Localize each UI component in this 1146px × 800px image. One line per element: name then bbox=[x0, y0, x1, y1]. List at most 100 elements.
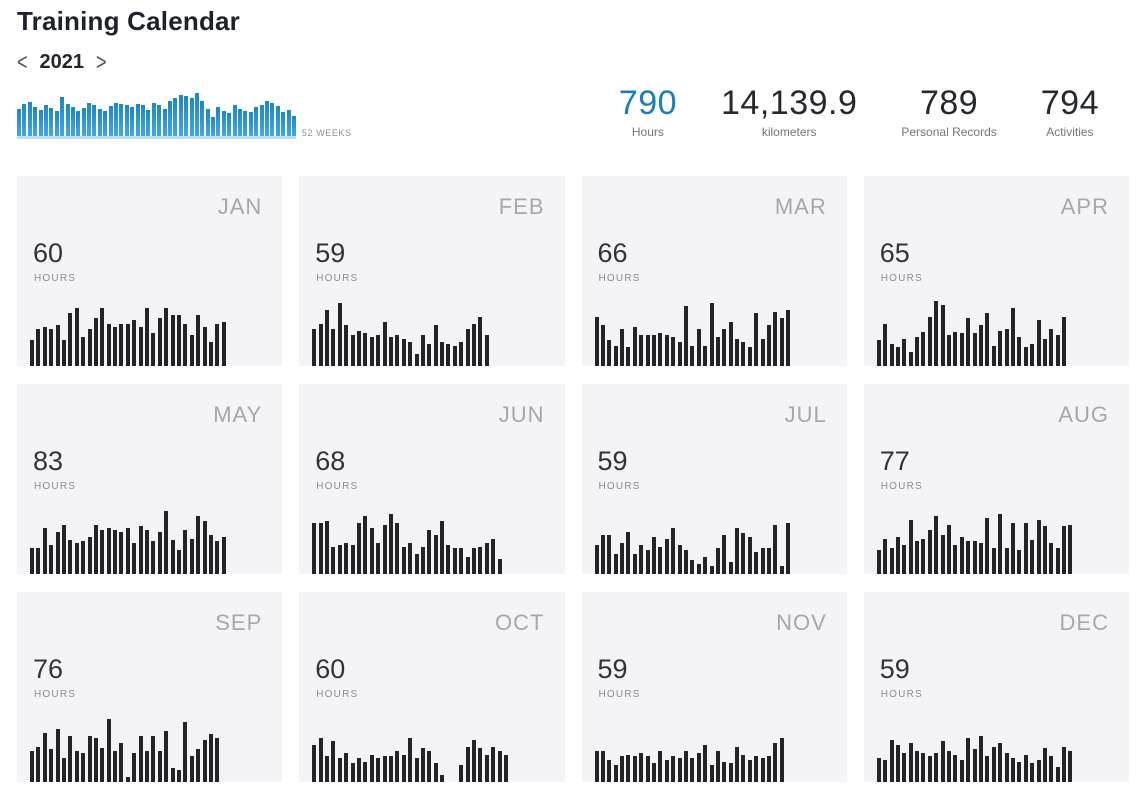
chart-bar bbox=[664, 760, 669, 782]
chart-bar bbox=[401, 754, 406, 782]
chart-bar bbox=[472, 323, 477, 366]
chart-bar bbox=[42, 326, 47, 366]
chart-bar bbox=[966, 318, 971, 366]
chart-bar bbox=[76, 110, 81, 136]
month-card-nov[interactable]: NOV 59 HOURS bbox=[581, 592, 847, 782]
month-card-sep[interactable]: SEP 76 HOURS bbox=[17, 592, 283, 782]
chart-bar bbox=[356, 330, 361, 366]
month-daily-chart bbox=[594, 714, 784, 782]
chart-bar bbox=[934, 753, 939, 782]
month-card-oct[interactable]: OCT 60 HOURS bbox=[299, 592, 565, 782]
stat-label: Hours bbox=[631, 125, 664, 139]
chevron-left-icon[interactable]: < bbox=[17, 48, 28, 76]
month-card-feb[interactable]: FEB 59 HOURS bbox=[299, 176, 565, 366]
chart-bar bbox=[639, 545, 644, 574]
chart-bar bbox=[194, 92, 199, 136]
chart-bar bbox=[947, 335, 952, 366]
month-card-mar[interactable]: MAR 66 HOURS bbox=[581, 176, 847, 366]
chart-bar bbox=[876, 550, 881, 574]
chart-bar bbox=[703, 557, 708, 574]
chart-bar bbox=[786, 523, 791, 574]
chart-bar bbox=[735, 527, 740, 574]
chart-bar bbox=[607, 760, 612, 782]
chart-bar bbox=[632, 553, 637, 574]
chart-bar bbox=[232, 105, 237, 136]
month-hours-value: 59 bbox=[315, 238, 346, 268]
chart-bar bbox=[221, 321, 226, 366]
chart-bar bbox=[683, 550, 688, 574]
chart-bar bbox=[677, 342, 682, 366]
chart-bar bbox=[264, 100, 269, 136]
month-card-apr[interactable]: APR 65 HOURS bbox=[863, 176, 1129, 366]
month-card-jan[interactable]: JAN 60 HOURS bbox=[17, 176, 283, 366]
chart-bar bbox=[42, 527, 47, 574]
chart-bar bbox=[1055, 335, 1060, 366]
chart-bar bbox=[1030, 344, 1035, 366]
chart-bar bbox=[146, 109, 151, 136]
chart-bar bbox=[620, 756, 625, 782]
chart-bar bbox=[100, 748, 105, 782]
chart-bar bbox=[632, 756, 637, 782]
chart-bar bbox=[953, 545, 958, 574]
chart-bar bbox=[735, 746, 740, 782]
stat-hours: 790 Hours bbox=[619, 84, 677, 139]
month-hours-value: 59 bbox=[879, 654, 910, 684]
chart-bar bbox=[991, 345, 996, 366]
chart-bar bbox=[325, 310, 330, 366]
chart-bar bbox=[189, 335, 194, 366]
chart-bar bbox=[658, 546, 663, 574]
chart-bar bbox=[478, 546, 483, 574]
stat-personal-records: 789 Personal Records bbox=[901, 84, 996, 139]
month-card-aug[interactable]: AUG 77 HOURS bbox=[863, 384, 1129, 574]
chart-bar bbox=[100, 308, 105, 366]
chart-bar bbox=[157, 751, 162, 782]
chart-bar bbox=[773, 311, 778, 366]
chart-bar bbox=[895, 536, 900, 574]
chart-bar bbox=[196, 516, 201, 574]
month-card-dec[interactable]: DEC 59 HOURS bbox=[863, 592, 1129, 782]
chart-bar bbox=[395, 523, 400, 574]
chart-bar bbox=[420, 748, 425, 782]
chart-bar bbox=[613, 345, 618, 366]
chart-bar bbox=[350, 335, 355, 366]
chart-bar bbox=[779, 565, 784, 574]
chart-bar bbox=[61, 340, 66, 366]
chart-bar bbox=[184, 96, 189, 136]
chart-bar bbox=[459, 342, 464, 366]
chart-bar bbox=[664, 538, 669, 574]
chart-bar bbox=[626, 531, 631, 574]
chart-bar bbox=[331, 741, 336, 782]
chart-bar bbox=[151, 541, 156, 574]
month-name: DEC bbox=[1059, 610, 1109, 635]
chart-bar bbox=[594, 317, 599, 366]
chart-bar bbox=[132, 543, 137, 574]
chart-bar bbox=[478, 748, 483, 782]
month-daily-chart bbox=[312, 298, 489, 366]
chart-bar bbox=[876, 758, 881, 782]
chart-bar bbox=[1004, 753, 1009, 782]
chart-bar bbox=[728, 561, 733, 574]
month-card-jun[interactable]: JUN 68 HOURS bbox=[299, 384, 565, 574]
month-card-may[interactable]: MAY 83 HOURS bbox=[17, 384, 283, 574]
chart-bar bbox=[178, 94, 183, 136]
chart-bar bbox=[55, 728, 60, 782]
chevron-right-icon[interactable]: > bbox=[96, 48, 107, 76]
chart-bar bbox=[350, 762, 355, 782]
chart-bar bbox=[259, 104, 264, 136]
month-hours-value: 76 bbox=[33, 654, 64, 684]
month-hours-label: HOURS bbox=[316, 689, 359, 700]
chart-bar bbox=[594, 751, 599, 782]
chart-bar bbox=[658, 333, 663, 366]
weeks-count-label: 52 WEEKS bbox=[301, 128, 352, 138]
chart-bar bbox=[30, 548, 34, 574]
chart-bar bbox=[902, 753, 907, 782]
chart-bar bbox=[1062, 526, 1067, 574]
month-card-jul[interactable]: JUL 59 HOURS bbox=[581, 384, 847, 574]
chart-bar bbox=[600, 534, 605, 574]
chart-bar bbox=[22, 103, 27, 136]
chart-bar bbox=[767, 756, 772, 782]
chart-bar bbox=[741, 533, 746, 574]
chart-bar bbox=[337, 758, 342, 782]
chart-bar bbox=[202, 326, 207, 366]
chart-bar bbox=[741, 754, 746, 782]
